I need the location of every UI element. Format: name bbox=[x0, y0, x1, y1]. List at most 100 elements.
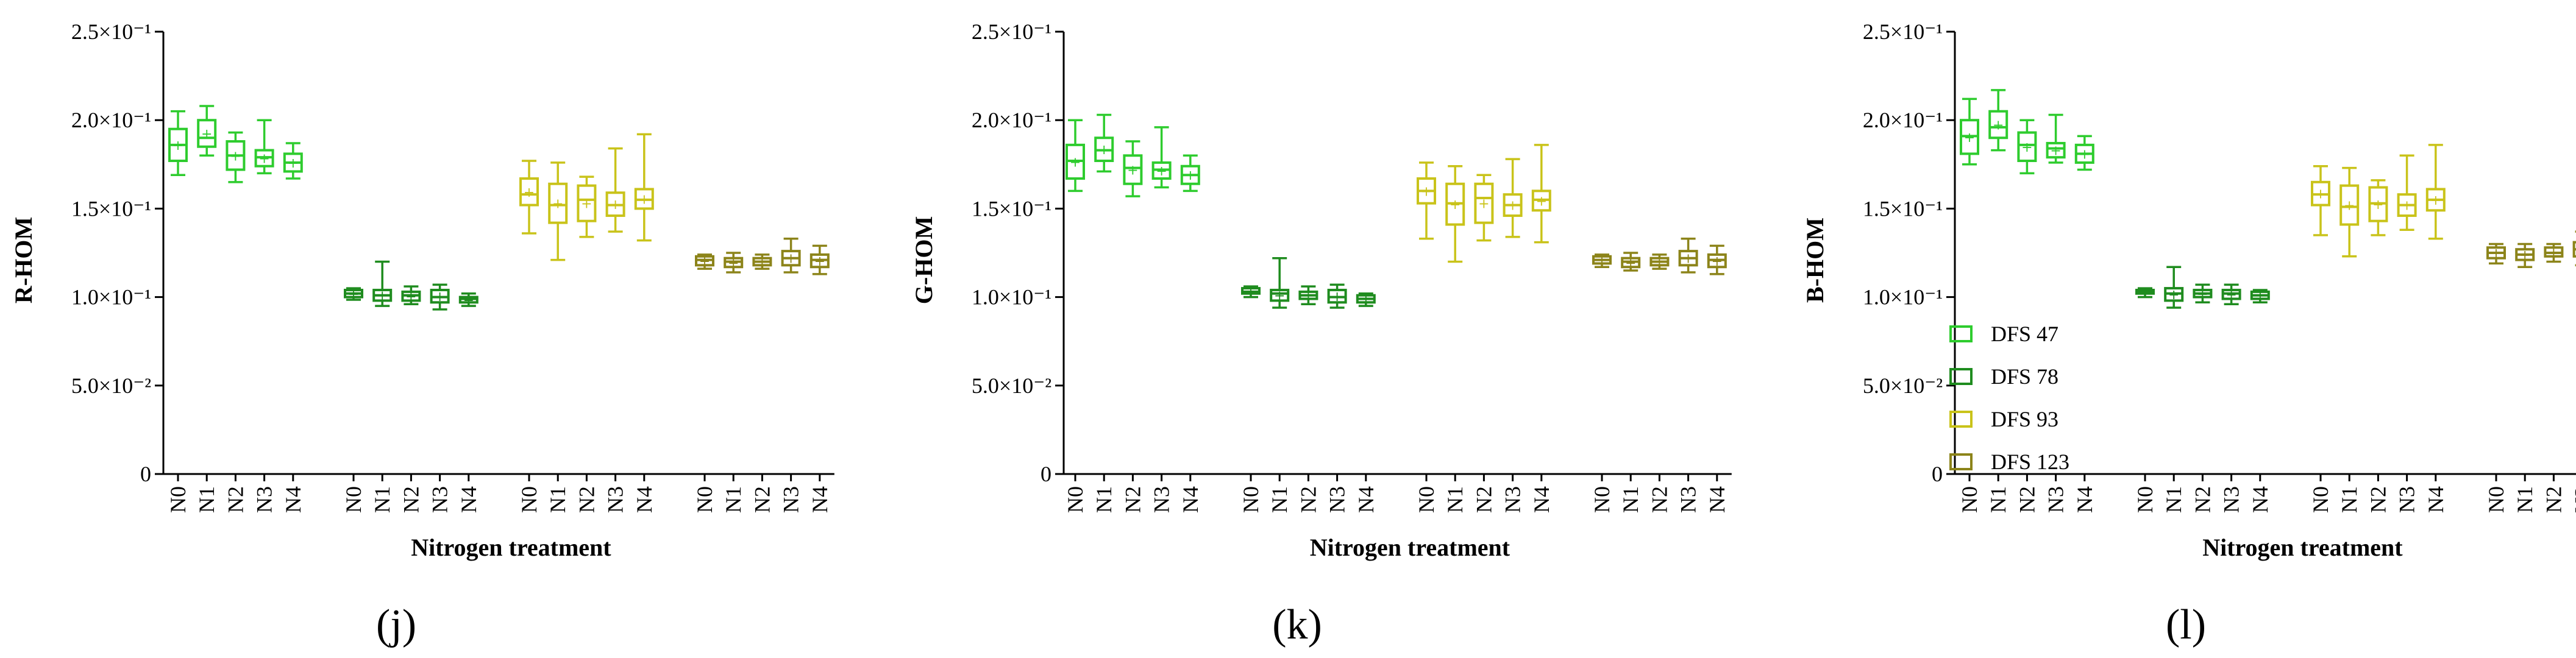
x-axis-title: Nitrogen treatment bbox=[2202, 534, 2403, 561]
box-dfs-78-n0: + bbox=[1241, 284, 1261, 299]
x-tick-label: N0 bbox=[1957, 486, 1982, 513]
legend-label: DFS 123 bbox=[1991, 450, 2069, 474]
x-tick-label: N1 bbox=[1618, 486, 1643, 513]
x-tick-label: N2 bbox=[2541, 486, 2566, 513]
box-dfs-93-n0: + bbox=[519, 160, 539, 235]
y-tick-label: 0 bbox=[1041, 462, 1051, 486]
x-axis-title: Nitrogen treatment bbox=[411, 534, 611, 561]
x-tick-label: N2 bbox=[750, 486, 774, 513]
box-dfs-93-n4: + bbox=[634, 133, 654, 242]
x-tick-label: N4 bbox=[281, 486, 305, 513]
legend-swatch bbox=[1949, 325, 1973, 342]
x-tick-label: N4 bbox=[457, 486, 481, 513]
box-body bbox=[548, 182, 568, 224]
y-tick-label: 0 bbox=[1932, 462, 1943, 486]
box-dfs-78-n3: + bbox=[430, 283, 450, 311]
legend-label: DFS 93 bbox=[1991, 407, 2058, 431]
mean-marker: + bbox=[756, 255, 767, 271]
box-dfs-78-n4: + bbox=[2250, 289, 2270, 304]
box-dfs-78-n0: + bbox=[344, 287, 363, 302]
y-tick-label: 2.5×10⁻¹ bbox=[972, 19, 1051, 44]
box-dfs-78-n3: + bbox=[1327, 283, 1347, 309]
box-dfs-47-n4: + bbox=[283, 142, 303, 180]
mean-marker: + bbox=[1127, 163, 1138, 179]
box-body bbox=[1988, 110, 2008, 140]
y-tick-label: 1.5×10⁻¹ bbox=[972, 196, 1051, 221]
box-body bbox=[1474, 182, 1494, 224]
box-dfs-47-n1: + bbox=[1988, 89, 2008, 152]
box-dfs-93-n2: + bbox=[2368, 179, 2388, 236]
mean-marker: + bbox=[1098, 143, 1109, 158]
mean-marker: + bbox=[1450, 197, 1461, 213]
x-tick-label: N0 bbox=[692, 486, 717, 513]
x-tick-label: N2 bbox=[2366, 486, 2390, 513]
x-tick-label: N0 bbox=[517, 486, 541, 513]
box-body bbox=[2339, 184, 2360, 226]
x-tick-label: N3 bbox=[428, 486, 452, 513]
mean-marker: + bbox=[610, 197, 621, 213]
x-axis-title: Nitrogen treatment bbox=[1310, 534, 1510, 561]
mean-marker: + bbox=[1964, 130, 1975, 146]
mean-marker: + bbox=[2168, 288, 2179, 303]
x-tick-label: N3 bbox=[2044, 486, 2068, 513]
x-tick-label: N2 bbox=[1120, 486, 1145, 513]
x-tick-label: N1 bbox=[1092, 486, 1116, 513]
mean-marker: + bbox=[1361, 292, 1372, 308]
box-body bbox=[2017, 131, 2037, 162]
mean-marker: + bbox=[1274, 289, 1285, 304]
y-tick-label: 2.0×10⁻¹ bbox=[972, 108, 1051, 132]
box-dfs-47-n0: + bbox=[1960, 97, 1979, 166]
mean-marker: + bbox=[728, 256, 739, 271]
x-tick-label: N4 bbox=[2073, 486, 2097, 513]
x-tick-label: N3 bbox=[2571, 486, 2576, 513]
x-tick-label: N3 bbox=[2219, 486, 2244, 513]
mean-marker: + bbox=[377, 289, 388, 304]
y-tick-label: 1.0×10⁻¹ bbox=[1863, 285, 1943, 310]
mean-marker: + bbox=[173, 138, 183, 154]
box-dfs-93-n4: + bbox=[2425, 144, 2446, 240]
x-tick-label: N2 bbox=[223, 486, 247, 513]
box-dfs-93-n2: + bbox=[577, 175, 597, 238]
mean-marker: + bbox=[2430, 193, 2441, 208]
x-tick-label: N1 bbox=[721, 486, 745, 513]
mean-marker: + bbox=[2079, 147, 2090, 162]
x-tick-label: N4 bbox=[2248, 486, 2272, 513]
box-dfs-78-n2: + bbox=[1298, 285, 1318, 305]
box-dfs-47-n4: + bbox=[1180, 154, 1200, 193]
box-dfs-78-n2: + bbox=[2193, 283, 2213, 304]
x-tick-label: N2 bbox=[1296, 486, 1320, 513]
mean-marker: + bbox=[1712, 254, 1723, 269]
x-tick-label: N4 bbox=[632, 486, 656, 513]
mean-marker: + bbox=[639, 192, 650, 207]
mean-marker: + bbox=[2226, 288, 2236, 303]
x-tick-label: N3 bbox=[1501, 486, 1525, 513]
mean-marker: + bbox=[581, 197, 592, 212]
box-body bbox=[1123, 154, 1143, 185]
mean-marker: + bbox=[1421, 184, 1432, 199]
box-dfs-47-n4: + bbox=[2074, 135, 2094, 171]
box-dfs-123-n0: + bbox=[695, 253, 714, 270]
box-body bbox=[577, 184, 597, 222]
mean-marker: + bbox=[699, 254, 710, 269]
box-dfs-78-n4: + bbox=[1356, 292, 1376, 308]
mean-marker: + bbox=[1185, 168, 1196, 183]
mean-marker: + bbox=[1507, 199, 1518, 214]
chart-panel-2: 0 5.0×10⁻² 1.0×10⁻¹ 1.5×10⁻¹ 2.0×10⁻¹ 2.5×10⁻… bbox=[910, 19, 1732, 648]
mean-marker: + bbox=[1682, 252, 1693, 267]
mean-marker: + bbox=[2050, 144, 2061, 159]
box-dfs-78-n1: + bbox=[372, 260, 393, 307]
y-tick-label: 2.0×10⁻¹ bbox=[71, 108, 151, 132]
box-dfs-47-n1: + bbox=[197, 105, 217, 157]
mean-marker: + bbox=[201, 127, 212, 142]
mean-marker: + bbox=[1331, 289, 1342, 305]
legend-swatch bbox=[1949, 411, 1973, 428]
mean-marker: + bbox=[2548, 246, 2559, 261]
mean-marker: + bbox=[2372, 197, 2383, 213]
box-dfs-47-n2: + bbox=[1123, 140, 1143, 197]
x-tick-label: N0 bbox=[1239, 486, 1263, 513]
box-dfs-93-n0: + bbox=[1417, 161, 1436, 240]
mean-marker: + bbox=[1303, 289, 1314, 304]
box-dfs-93-n3: + bbox=[1503, 158, 1523, 238]
y-tick-label: 1.0×10⁻¹ bbox=[972, 285, 1051, 310]
box-dfs-78-n2: + bbox=[401, 285, 421, 305]
